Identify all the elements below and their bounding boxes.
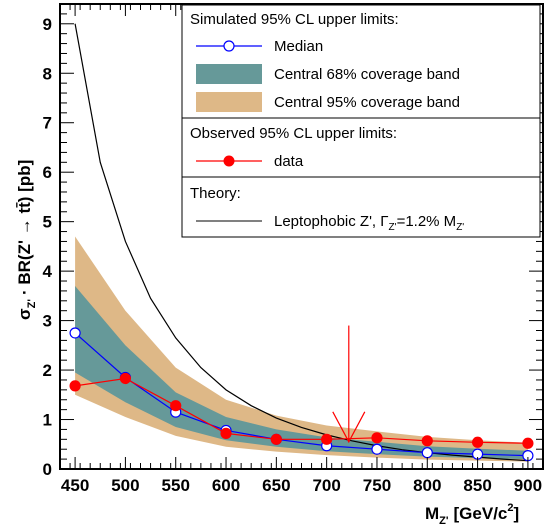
legend-theory-sub2: Z' xyxy=(456,222,464,233)
x-tick-label: 750 xyxy=(363,476,391,495)
legend-box xyxy=(181,4,541,238)
series-group xyxy=(69,327,534,462)
data-line xyxy=(75,377,528,444)
x-tick-label: 600 xyxy=(212,476,240,495)
data-point xyxy=(220,427,232,439)
legend-theory-name: Leptophobic Z', Γ xyxy=(274,213,389,230)
limit-arrow-head xyxy=(332,411,366,444)
y-axis-title-main: σ xyxy=(15,308,34,320)
legend-theory-label: Leptophobic Z', ΓZ'=1.2% MZ' xyxy=(274,213,464,233)
y-tick-label: 9 xyxy=(43,15,52,34)
y-tick-label: 6 xyxy=(43,163,52,182)
median-point xyxy=(371,443,383,455)
x-tick-label: 700 xyxy=(312,476,340,495)
median-line xyxy=(74,332,528,457)
data-point xyxy=(321,433,333,445)
legend-band95-label: Central 95% coverage band xyxy=(274,94,460,111)
median-point xyxy=(69,327,81,339)
y-tick-label: 2 xyxy=(43,361,52,380)
x-tick-label: 650 xyxy=(262,476,290,495)
x-axis-title-sub: Z' xyxy=(439,515,449,527)
y-axis-title-sub: Z' xyxy=(26,299,38,309)
legend-median-marker xyxy=(223,40,235,52)
y-tick-label: 1 xyxy=(43,411,52,430)
x-tick-label: 800 xyxy=(413,476,441,495)
x-axis-title-unit: [GeV/c xyxy=(454,504,508,523)
y-tick-label: 5 xyxy=(43,213,52,232)
data-point xyxy=(119,372,132,385)
y-tick-label: 0 xyxy=(43,460,52,479)
band-68 xyxy=(75,285,528,460)
legend-theory-sub: Z' xyxy=(389,222,397,233)
data-point xyxy=(270,433,282,445)
legend-theory-rest: =1.2% M xyxy=(397,213,457,230)
legend-band95-swatch xyxy=(196,92,262,112)
data-point xyxy=(471,436,484,448)
legend-header-simulated: Simulated 95% CL upper limits: xyxy=(190,11,399,28)
x-tick-label: 450 xyxy=(61,476,89,495)
data-point xyxy=(522,437,534,449)
x-axis-title-sup: 2 xyxy=(507,502,513,514)
x-tick-label: 500 xyxy=(111,476,139,495)
coverage-bands xyxy=(75,236,528,462)
y-axis-title: σZ' · BR(Z' → tt̄) [pb] xyxy=(15,160,38,320)
legend-data-marker xyxy=(223,155,235,167)
x-tick-label: 550 xyxy=(162,476,190,495)
legend-header-theory: Theory: xyxy=(190,185,241,202)
y-tick-label: 4 xyxy=(43,262,53,281)
data-point xyxy=(421,435,433,447)
legend-band68-swatch xyxy=(196,64,262,84)
data-point xyxy=(371,432,383,444)
limit-arrow-group xyxy=(332,325,366,444)
y-tick-label: 7 xyxy=(43,114,52,133)
legend-median-label: Median xyxy=(274,38,323,55)
y-tick-label: 8 xyxy=(43,64,52,83)
y-axis-title-rest: · BR(Z' → tt̄) [pb] xyxy=(15,160,34,295)
y-tick-label: 3 xyxy=(43,312,52,331)
legend-header-observed: Observed 95% CL upper limits: xyxy=(190,125,397,142)
median-point xyxy=(421,447,433,459)
legend-data-label: data xyxy=(274,153,304,170)
x-axis-title-main: M xyxy=(425,504,439,523)
data-point xyxy=(69,380,81,392)
data-point xyxy=(170,400,182,412)
x-tick-label: 850 xyxy=(463,476,491,495)
legend-band68-label: Central 68% coverage band xyxy=(274,66,460,83)
x-axis-title: MZ' [GeV/c2] xyxy=(425,502,519,527)
legend: Simulated 95% CL upper limits: Median Ce… xyxy=(181,4,541,238)
x-tick-label: 900 xyxy=(514,476,542,495)
x-axis-title-close: ] xyxy=(514,504,520,523)
theory-curve xyxy=(74,23,528,462)
theory-curve-group xyxy=(74,23,528,462)
